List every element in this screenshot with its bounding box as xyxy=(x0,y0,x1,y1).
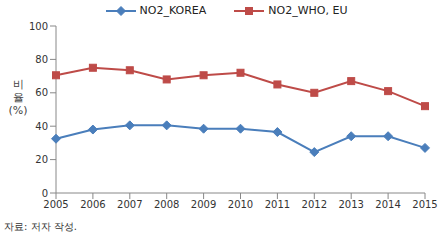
svg-text:80: 80 xyxy=(35,54,48,65)
svg-text:0: 0 xyxy=(42,188,48,199)
svg-text:2010: 2010 xyxy=(228,199,253,210)
svg-text:2009: 2009 xyxy=(191,199,216,210)
svg-text:20: 20 xyxy=(35,154,48,165)
svg-text:2014: 2014 xyxy=(375,199,400,210)
html-text:NO2_KOREA: NO2_KOREA xyxy=(139,4,207,17)
svg-text:2005: 2005 xyxy=(43,199,68,210)
svg-text:2015: 2015 xyxy=(412,199,431,210)
html-text:자료: 저자 작성.: 자료: 저자 작성. xyxy=(4,221,77,232)
svg-text:2011: 2011 xyxy=(265,199,290,210)
svg-text:2008: 2008 xyxy=(154,199,179,210)
svg-text:2013: 2013 xyxy=(338,199,363,210)
svg-text:40: 40 xyxy=(35,121,48,132)
html-text:율: 율 xyxy=(12,91,24,104)
html-text:비: 비 xyxy=(12,78,24,91)
svg-text:2012: 2012 xyxy=(302,199,327,210)
svg-text:2006: 2006 xyxy=(80,199,105,210)
svg-text:100: 100 xyxy=(29,21,48,32)
svg-text:60: 60 xyxy=(35,87,48,98)
html-text:NO2_WHO, EU: NO2_WHO, EU xyxy=(268,4,348,17)
svg-text:2007: 2007 xyxy=(117,199,142,210)
